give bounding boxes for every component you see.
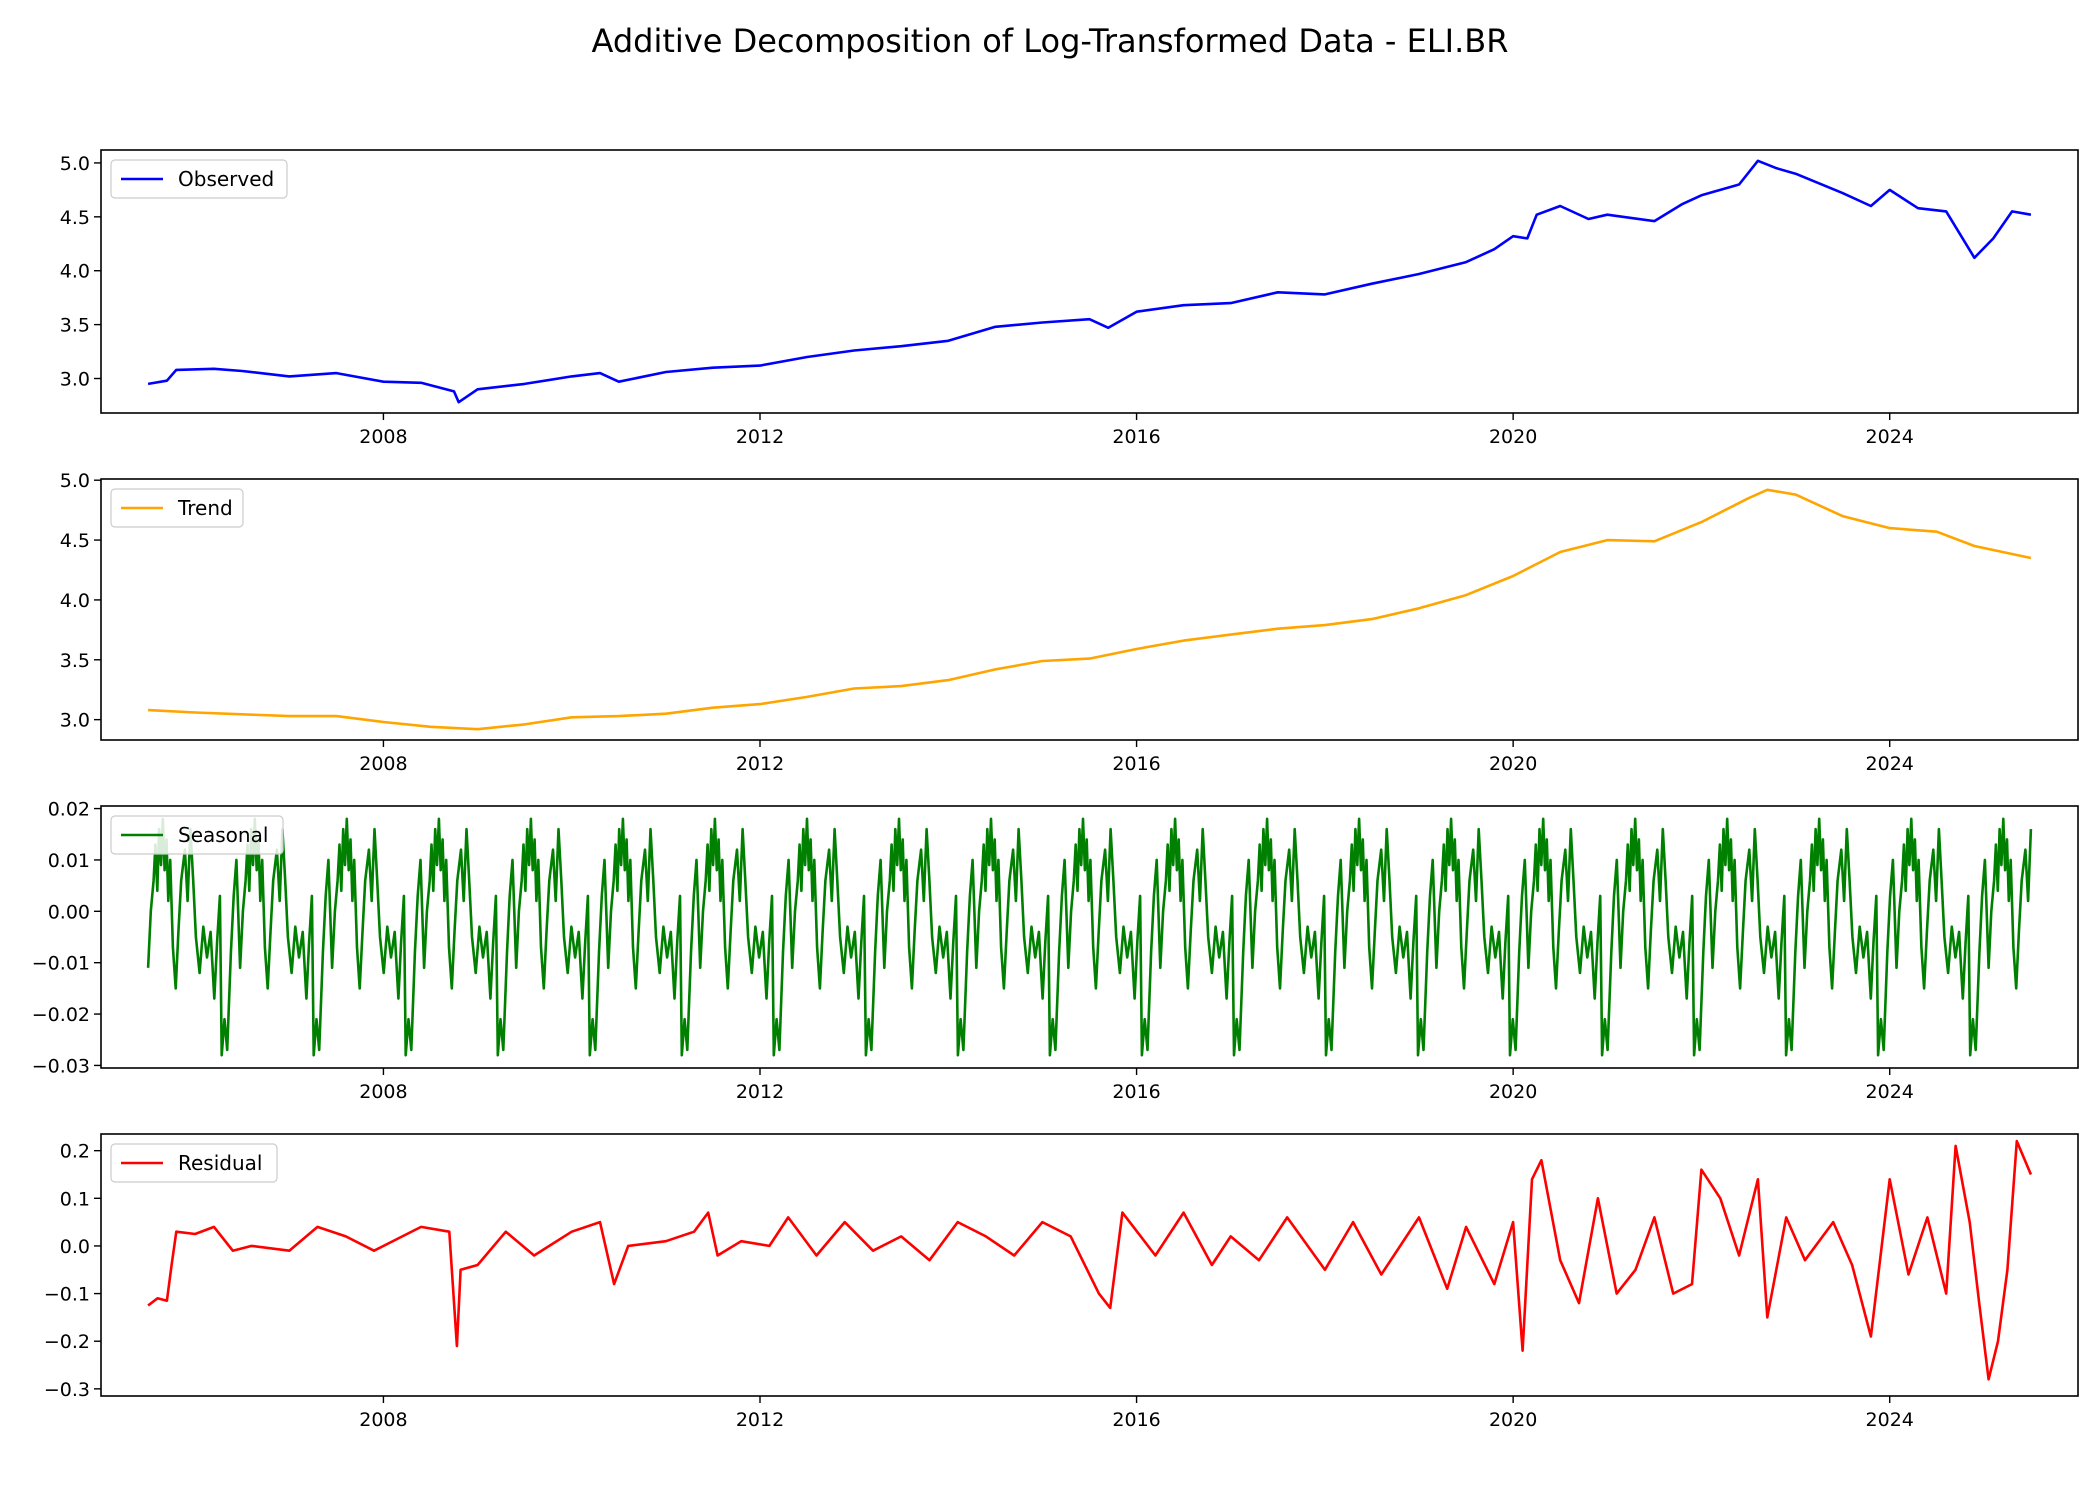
panel-trend: 2008 2012 2016 2020 2024 3.0 3.5 4.0 4.5 5.0 Trend [60,470,2079,775]
y-tick-label: 0.02 [48,799,90,821]
axes-frame [100,478,2079,741]
x-tick-label: 2012 [736,753,784,775]
y-tick-label: 5.0 [60,153,90,175]
y-tick-label: 3.0 [60,369,90,391]
legend-box [110,1143,278,1183]
y-tick-label: 4.5 [60,530,90,552]
x-tick-label: 2012 [736,426,784,448]
legend-box [110,815,284,855]
y-tick-label: 5.0 [60,470,90,492]
y-tick-label: 3.5 [60,650,90,672]
series-line-observed [147,159,2032,404]
x-tick-label: 2012 [736,1409,784,1431]
legend-box [110,488,244,528]
y-tick-label: 3.5 [60,315,90,337]
x-tick-label: 2020 [1489,1081,1537,1103]
y-tick-label: −0.3 [44,1379,90,1401]
panel-observed: 2008 2012 2016 2020 2024 3.0 3.5 4.0 4.5 5.0 Obser… [60,149,2079,448]
x-tick-label: 2008 [359,1081,407,1103]
y-tick-label: −0.2 [44,1331,90,1353]
series-line-seasonal [146,817,2033,1057]
x-tick-label: 2020 [1489,753,1537,775]
axes-frame [100,805,2079,1069]
y-tick-label: 0.1 [60,1188,90,1210]
x-tick-label: 2008 [359,1409,407,1431]
x-tick-label: 2008 [359,426,407,448]
x-tick-label: 2016 [1112,1409,1160,1431]
x-tick-label: 2024 [1866,426,1914,448]
legend-label: Trend [177,496,233,520]
y-tick-label: 3.0 [60,710,90,732]
panel-residual: 2008 2012 2016 2020 2024 −0.3 −0.2 −0.1 0.0 0.1 0.… [44,1133,2079,1431]
series-line-trend [148,488,2032,731]
y-tick-label: −0.1 [44,1284,90,1306]
legend-label: Seasonal [178,823,268,847]
legend-label: Residual [178,1151,262,1175]
x-tick-label: 2024 [1866,753,1914,775]
legend-box [110,159,288,199]
y-tick-label: 0.2 [60,1141,90,1163]
y-tick-label: −0.03 [32,1055,90,1077]
x-tick-label: 2008 [359,753,407,775]
y-tick-label: 4.0 [60,261,90,283]
x-tick-label: 2020 [1489,426,1537,448]
x-tick-label: 2012 [736,1081,784,1103]
y-tick-label: 0.0 [60,1236,90,1258]
y-tick-label: −0.02 [32,1004,90,1026]
y-tick-label: 0.00 [48,901,90,923]
series-line-residual [147,1139,2033,1381]
y-tick-label: 4.0 [60,590,90,612]
x-tick-label: 2020 [1489,1409,1537,1431]
axes-frame [100,149,2079,414]
y-tick-label: 0.01 [48,850,90,872]
x-tick-label: 2024 [1866,1081,1914,1103]
legend-label: Observed [178,167,274,191]
y-tick-label: 4.5 [60,207,90,229]
y-tick-label: −0.01 [32,953,90,975]
x-tick-label: 2016 [1112,426,1160,448]
x-tick-label: 2024 [1866,1409,1914,1431]
chart-title: Additive Decomposition of Log-Transforme… [591,22,1509,60]
x-tick-label: 2016 [1112,753,1160,775]
x-tick-label: 2016 [1112,1081,1160,1103]
panel-seasonal: 2008 2012 2016 2020 2024 −0.03 −0.02 −0.01 0.00 0… [32,799,2079,1103]
axes-frame [100,1133,2079,1397]
